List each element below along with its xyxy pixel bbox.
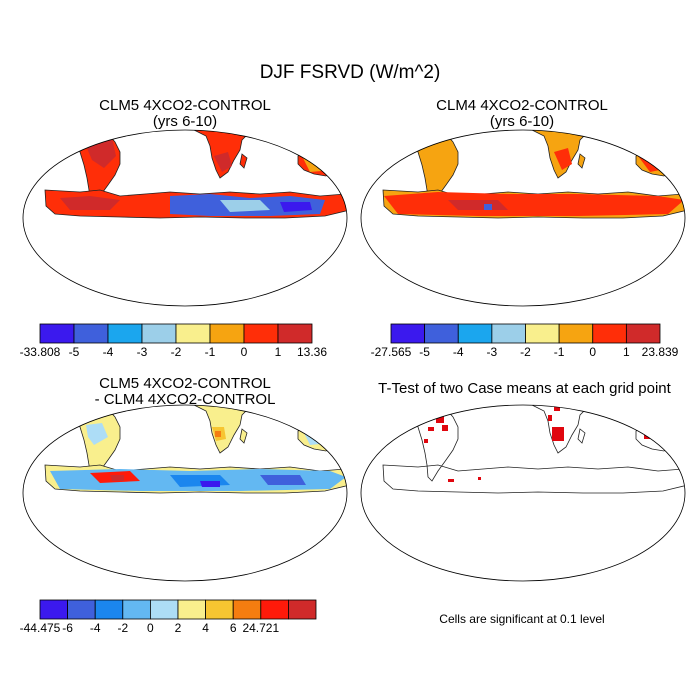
panel-2-subtitle: (yrs 6-10) — [489, 113, 555, 130]
colorbar-swatch — [73, 323, 109, 344]
colorbar-swatch — [205, 599, 234, 620]
colorbar-swatch — [232, 599, 262, 620]
colorbar-tick-label: -1 — [554, 345, 565, 359]
panel-1-subtitle: (yrs 6-10) — [152, 113, 218, 130]
map-panel-4 — [360, 404, 686, 582]
colorbar-tick-label: 13.36 — [297, 345, 327, 359]
colorbar-swatch — [424, 323, 459, 344]
colorbar-tick-label: 6 — [230, 621, 237, 635]
panel-1-title: CLM5 4XCO2-CONTROL — [99, 97, 271, 114]
panel-4-title: T-Test of two Case means at each grid po… — [378, 380, 671, 397]
colorbar-tick-label: -33.808 — [20, 345, 61, 359]
colorbar-swatch — [141, 323, 177, 344]
colorbar-swatch — [592, 323, 627, 344]
colorbar-panel-1: -33.808 -5 -4 -3 -2 -1 0 1 13.36 — [20, 323, 327, 359]
colorbar-tick-label: -2 — [117, 621, 128, 635]
colorbar-tick-label: -6 — [62, 621, 73, 635]
significance-footnote: Cells are significant at 0.1 level — [439, 612, 605, 626]
colorbar-tick-label: -27.565 — [371, 345, 412, 359]
colorbar-panel-2: -27.565 -5 -4 -3 -2 -1 0 1 23.839 — [371, 323, 679, 359]
colorbar-tick-label: 0 — [241, 345, 248, 359]
colorbar-tick-label: -2 — [171, 345, 182, 359]
colorbar-swatch — [491, 323, 526, 344]
colorbar-tick-label: 1 — [623, 345, 630, 359]
colorbar-swatch — [67, 599, 96, 620]
colorbar-swatch — [525, 323, 560, 344]
colorbar-swatch — [149, 599, 179, 620]
colorbar-swatch — [625, 323, 661, 344]
colorbar-swatch — [177, 599, 207, 620]
colorbar-tick-label: -3 — [487, 345, 498, 359]
colorbar-swatch — [457, 323, 493, 344]
colorbar-tick-label: 23.839 — [642, 345, 679, 359]
colorbar-tick-label: -5 — [419, 345, 430, 359]
colorbar-tick-label: -4 — [453, 345, 464, 359]
colorbar-swatch — [260, 599, 289, 620]
panel-3-title: CLM5 4XCO2-CONTROL — [99, 375, 271, 392]
colorbar-tick-label: -44.475 — [20, 621, 61, 635]
colorbar-tick-label: -3 — [137, 345, 148, 359]
map-panel-2 — [360, 129, 686, 307]
figure-title: DJF FSRVD (W/m^2) — [259, 62, 441, 83]
colorbar-swatch — [287, 599, 317, 620]
colorbar-swatch — [39, 323, 75, 344]
colorbar-swatch — [107, 323, 143, 344]
colorbar-swatch — [243, 323, 279, 344]
colorbar-tick-label: -1 — [205, 345, 216, 359]
colorbar-swatch — [277, 323, 313, 344]
colorbar-tick-label: -2 — [520, 345, 531, 359]
colorbar-tick-label: -4 — [90, 621, 101, 635]
colorbar-tick-label: 0 — [589, 345, 596, 359]
colorbar-swatch — [39, 599, 69, 620]
colorbar-swatch — [94, 599, 124, 620]
colorbar-swatch — [175, 323, 211, 344]
panel-2-title: CLM4 4XCO2-CONTROL — [436, 97, 608, 114]
panel-3-subtitle: - CLM4 4XCO2-CONTROL — [94, 391, 276, 408]
colorbar-swatch — [558, 323, 594, 344]
colorbar-tick-label: 24.721 — [242, 621, 279, 635]
colorbar-swatch — [390, 323, 426, 344]
colorbar-tick-label: -4 — [103, 345, 114, 359]
colorbar-swatch — [209, 323, 245, 344]
colorbar-tick-label: 4 — [202, 621, 209, 635]
colorbar-panel-3: -44.475 -6 -4 -2 0 2 4 6 24.721 — [20, 599, 317, 635]
colorbar-tick-label: 0 — [147, 621, 154, 635]
colorbar-swatch — [122, 599, 151, 620]
colorbar-tick-label: -5 — [69, 345, 80, 359]
map-panel-1 — [22, 129, 348, 307]
colorbar-tick-label: 2 — [175, 621, 182, 635]
colorbar-tick-label: 1 — [275, 345, 282, 359]
